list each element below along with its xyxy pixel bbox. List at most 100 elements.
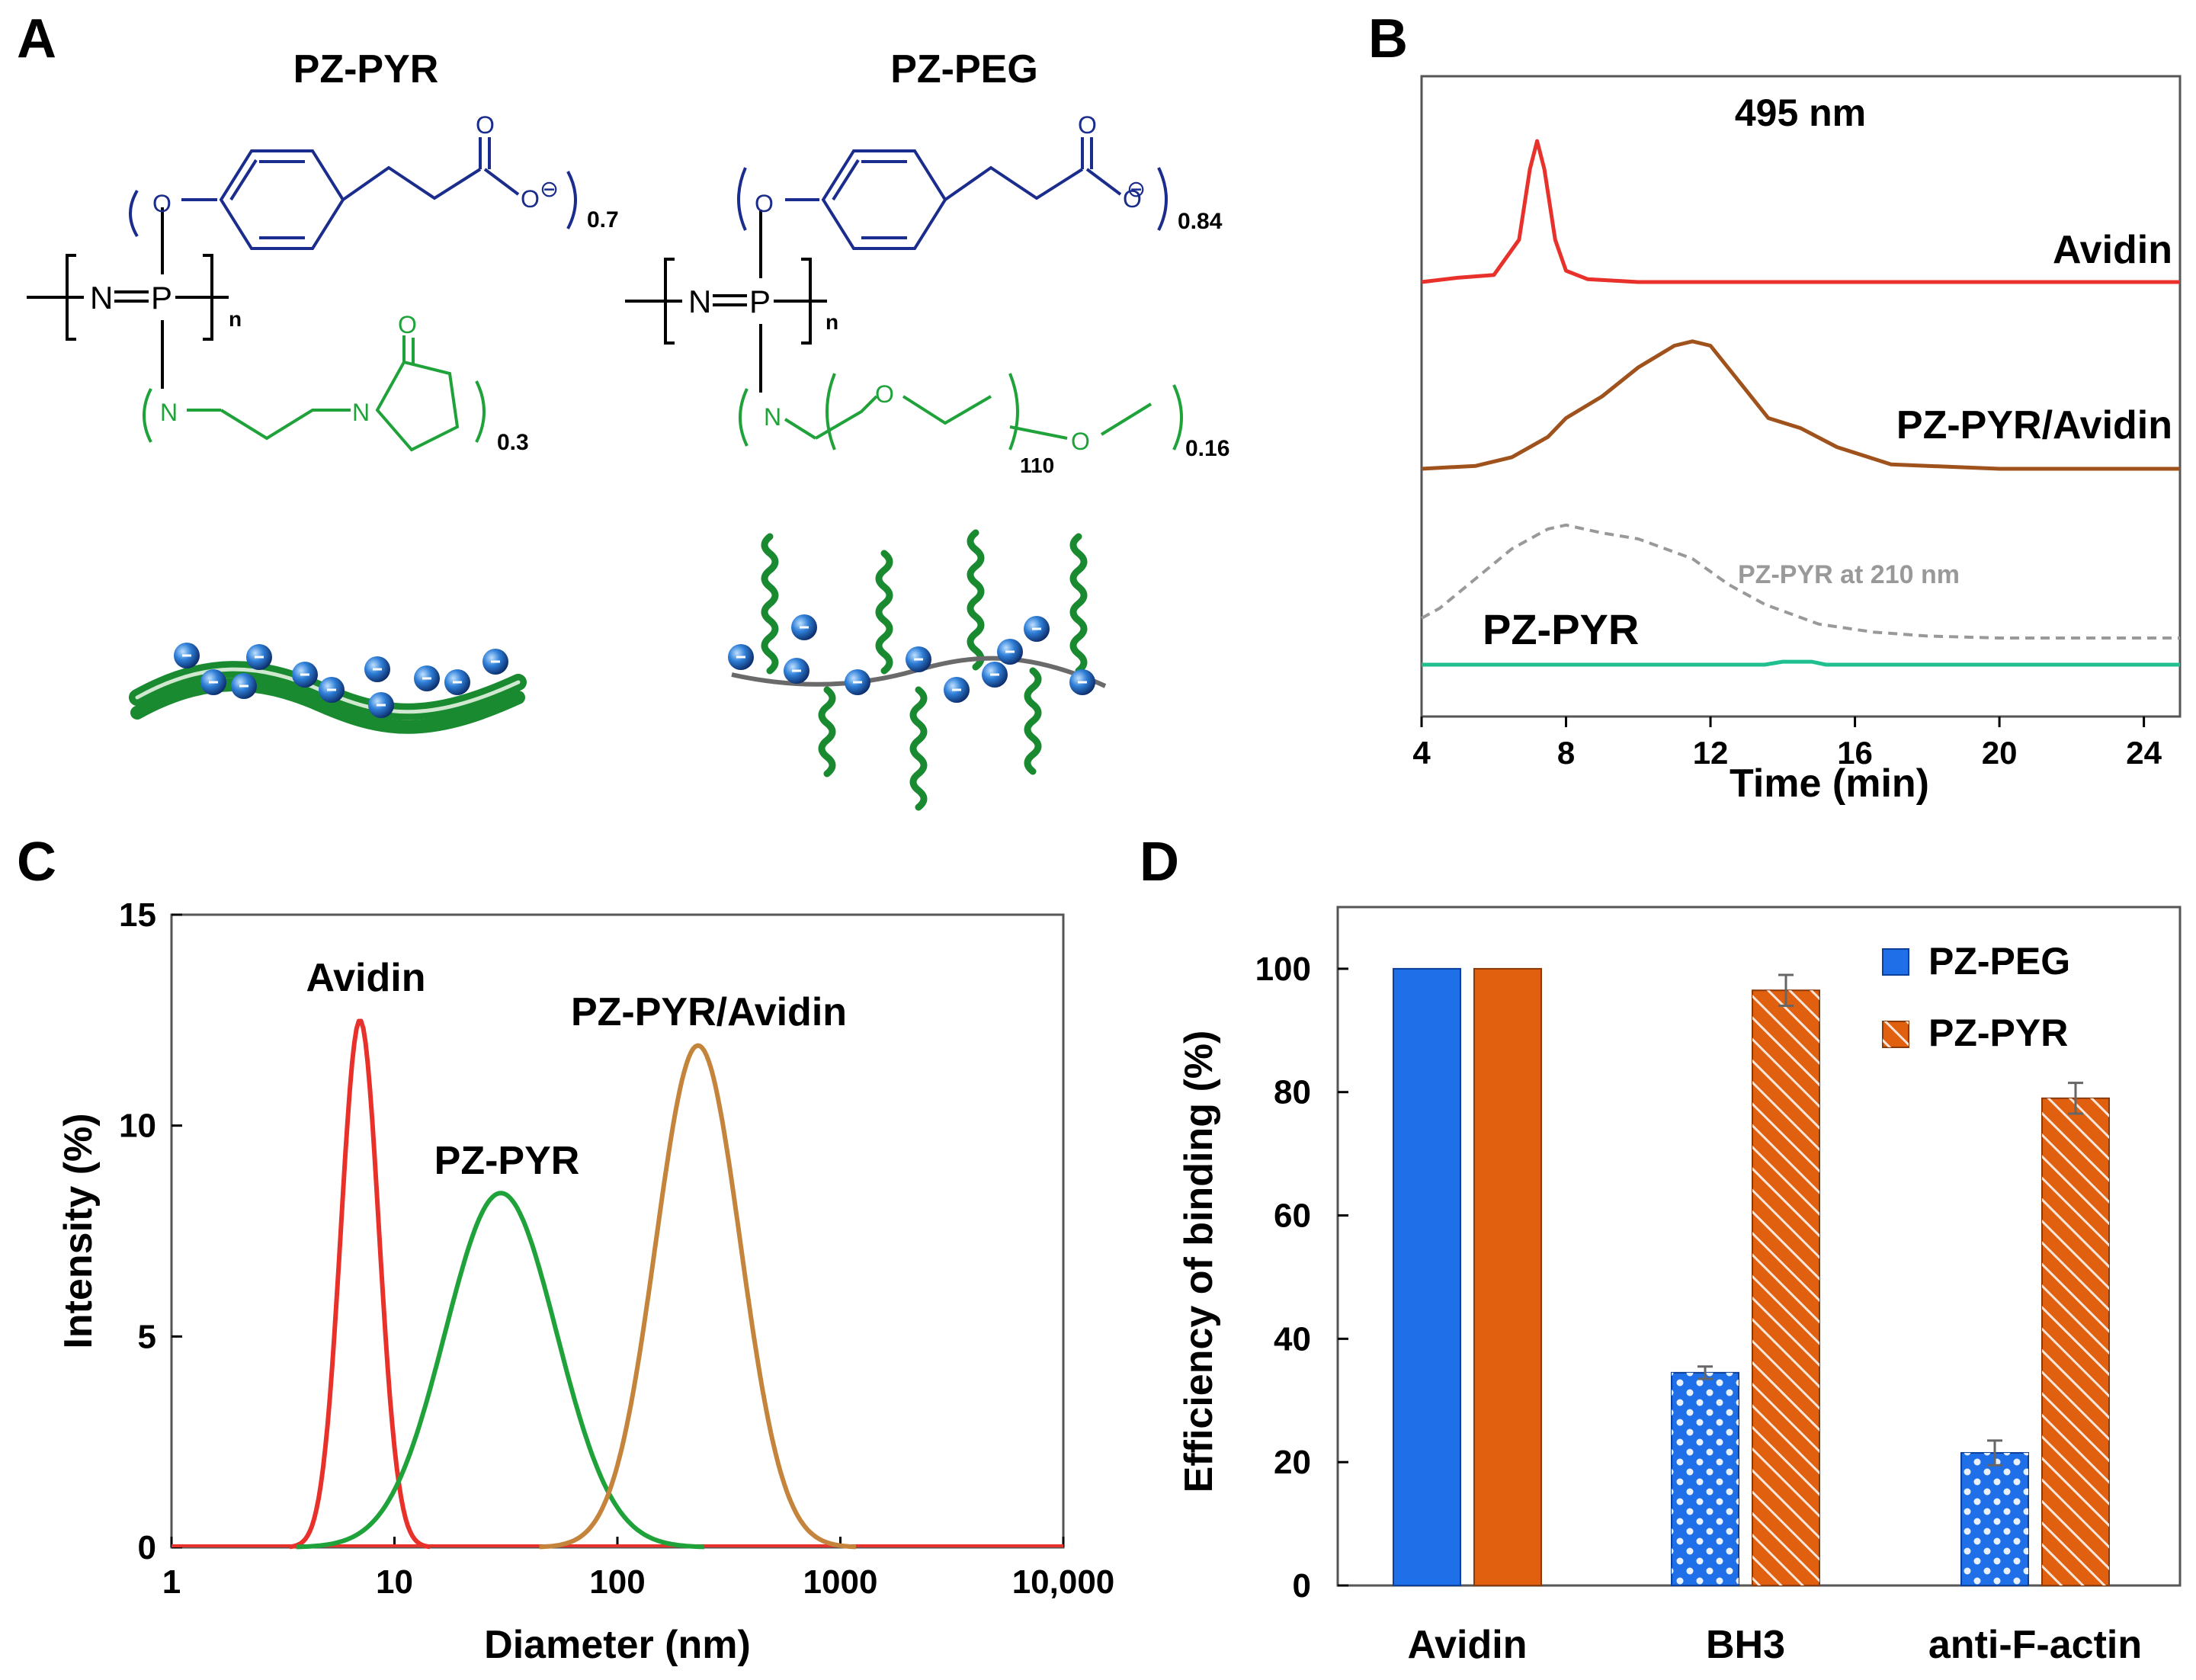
c-y-tick-label-2: 10 — [119, 1108, 156, 1145]
carbonyl-o-atom: O — [476, 111, 495, 139]
panel-c-y-axis-label: Intensity (%) — [56, 1113, 101, 1348]
charge-bead-left-1 — [200, 669, 226, 695]
peg-side-subscript: 0.16 — [1185, 436, 1229, 461]
pz-peg-title: PZ-PEG — [890, 47, 1038, 91]
b-x-tick-label-5: 24 — [2126, 735, 2162, 771]
b-x-tick-label-4: 20 — [1982, 735, 2018, 771]
peg-chain-down-0 — [818, 686, 836, 777]
peg-chain-up-2 — [967, 529, 985, 671]
charge-bead-left-8 — [414, 665, 440, 691]
legend-label-pz-peg: PZ-PEG — [1928, 940, 2070, 983]
charge-bead-right-9 — [1069, 669, 1095, 695]
d-y-tick-label-2: 40 — [1274, 1320, 1311, 1358]
d-category-label-2: anti-F-actin — [1928, 1623, 2142, 1667]
panel-label-a: A — [17, 8, 56, 69]
pyrrolidone-o-atom: O — [398, 311, 417, 338]
amine-n-atom: N — [160, 399, 178, 426]
charge-bead-right-0 — [728, 644, 754, 670]
charge-bead-right-3 — [845, 669, 870, 695]
b-series-label-3: PZ-PYR — [1483, 605, 1639, 653]
c-x-tick-label-3: 1000 — [803, 1563, 878, 1601]
panel-label-c: C — [17, 832, 56, 893]
aryl-o-atom: O — [152, 190, 172, 217]
b-x-tick-label-1: 8 — [1557, 735, 1575, 771]
charge-bead-right-2 — [784, 658, 809, 684]
pz-peg-cartoon — [728, 529, 1107, 811]
c-y-tick-label-0: 0 — [138, 1529, 156, 1566]
charge-bead-right-5 — [944, 677, 970, 703]
panel-a: PZ-PYR PZ-PEG N P n — [27, 47, 1229, 811]
charge-bead-left-4 — [292, 662, 318, 688]
c-y-tick-label-1: 5 — [138, 1318, 156, 1355]
b-x-tick-label-2: 12 — [1693, 735, 1729, 771]
charge-bead-left-7 — [364, 656, 390, 682]
bar-pattern-pz-pyr-2 — [2042, 1098, 2109, 1585]
peg-negative-charge-icon: ⊖ — [1127, 177, 1146, 202]
charge-bead-left-2 — [246, 644, 272, 670]
peg-backbone-p-atom: P — [749, 284, 771, 319]
charge-bead-left-3 — [231, 673, 257, 699]
panel-b-title: 495 nm — [1735, 91, 1866, 134]
c-x-tick-label-1: 10 — [376, 1563, 413, 1601]
c-x-tick-label-0: 1 — [162, 1563, 181, 1601]
peg-acid-subscript: 0.84 — [1178, 209, 1223, 234]
peg-ether-o-atom: O — [875, 380, 894, 408]
panel-b-x-axis-label: Time (min) — [1730, 761, 1929, 806]
c-x-tick-label-4: 10,000 — [1012, 1563, 1115, 1601]
peg-terminal-o-atom: O — [1071, 428, 1090, 455]
legend-hatch-pz-pyr — [1883, 1021, 1909, 1047]
charge-bead-left-5 — [319, 677, 345, 703]
acid-subscript: 0.7 — [587, 207, 619, 232]
legend-swatch-pz-peg — [1882, 948, 1909, 976]
d-category-label-0: Avidin — [1408, 1623, 1528, 1667]
panel-c-avidin-label: Avidin — [306, 956, 426, 1000]
peg-chain-up-3 — [1069, 533, 1088, 675]
bar-pattern-pz-peg-2 — [1961, 1453, 2028, 1585]
charge-bead-left-9 — [444, 669, 470, 695]
charge-bead-right-7 — [997, 639, 1023, 665]
panel-b-chromatogram: 495 nm 4 8 12 16 20 24 Avidin PZ-PYR/Avidin PZ-… — [1412, 75, 2182, 806]
c-series-2 — [539, 1043, 857, 1550]
d-category-label-1: BH3 — [1706, 1623, 1785, 1667]
b-series-label-1: PZ-PYR/Avidin — [1896, 403, 2172, 447]
panel-d-legend: PZ-PEG PZ-PYR — [1882, 940, 2070, 1054]
b-series-1 — [1421, 339, 2180, 471]
panel-c-complex-label: PZ-PYR/Avidin — [571, 990, 847, 1034]
c-series-1 — [296, 1191, 705, 1550]
peg-backbone-n-atom: N — [688, 284, 711, 319]
charge-bead-right-6 — [982, 662, 1008, 688]
peg-repeat-subscript: 110 — [1020, 454, 1054, 477]
b-series-2 — [1421, 523, 2180, 640]
negative-charge-icon: ⊖ — [540, 177, 559, 202]
b-series-3 — [1422, 659, 2180, 667]
bar-pattern-pz-peg-1 — [1672, 1372, 1739, 1585]
d-y-tick-label-3: 60 — [1274, 1197, 1311, 1235]
backbone-subscript-n: n — [229, 307, 242, 331]
legend-label-pz-pyr: PZ-PYR — [1928, 1012, 2068, 1054]
panel-d-y-axis-label: Efficiency of binding (%) — [1177, 1031, 1221, 1493]
peg-chain-down-2 — [1024, 667, 1042, 775]
pz-peg-structure: N P n O O O — [625, 111, 1229, 477]
d-y-tick-label-4: 80 — [1274, 1074, 1311, 1111]
side-subscript: 0.3 — [497, 430, 529, 455]
charge-bead-right-4 — [906, 646, 931, 672]
panel-d-binding-efficiency: 0 20 40 60 80 100 Avidin BH3 anti-F-actin Effic… — [1177, 906, 2182, 1667]
panel-c-x-axis-label: Diameter (nm) — [484, 1623, 751, 1667]
pz-pyr-title: PZ-PYR — [293, 47, 439, 91]
bar-pz-pyr-0 — [1473, 967, 1542, 1586]
peg-aryl-o-atom: O — [755, 190, 774, 217]
peg-amine-n-atom: N — [764, 403, 781, 431]
backbone-p-atom: P — [151, 280, 172, 316]
c-y-tick-label-3: 15 — [119, 896, 156, 934]
b-x-tick-label-3: 16 — [1837, 735, 1873, 771]
charge-bead-left-6 — [368, 692, 394, 718]
peg-carboxylate-o-atom: O — [1123, 185, 1142, 213]
d-y-tick-label-1: 20 — [1274, 1444, 1311, 1481]
peg-chain-down-1 — [909, 686, 928, 811]
d-y-tick-label-0: 0 — [1293, 1567, 1311, 1605]
c-x-tick-label-2: 100 — [589, 1563, 645, 1601]
charge-bead-right-1 — [791, 614, 817, 640]
charge-bead-left-0 — [174, 643, 200, 668]
carboxylate-o-atom: O — [521, 185, 540, 213]
